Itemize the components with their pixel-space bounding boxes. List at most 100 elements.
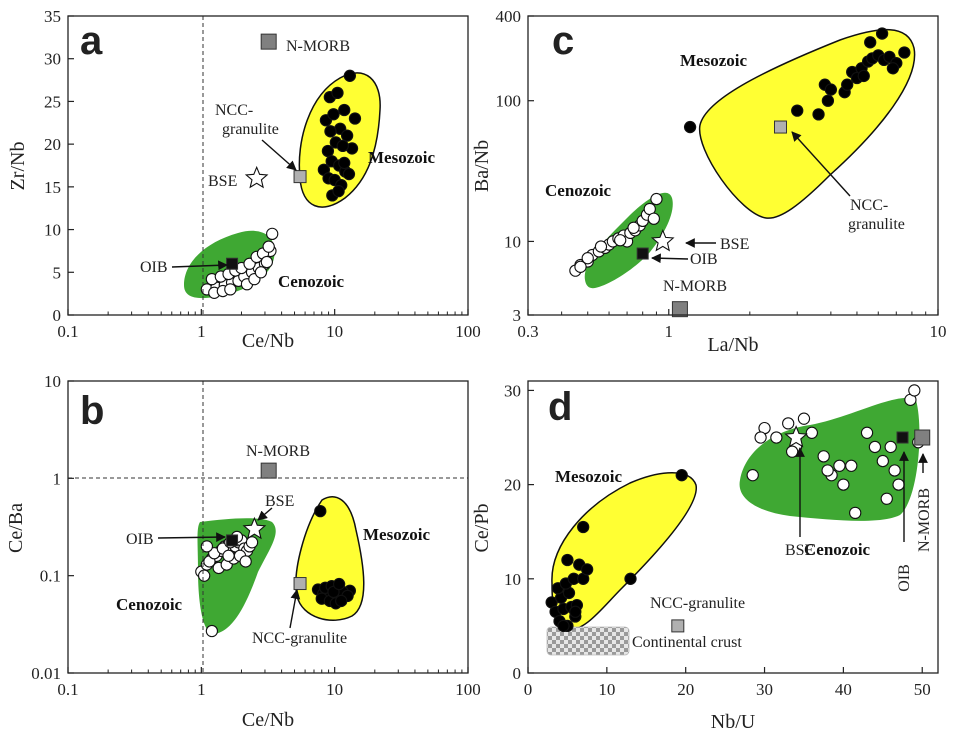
panel-a-point-mesozoic <box>348 112 362 125</box>
panel-d-point-mesozoic <box>675 469 688 482</box>
panel-c-ytick-label: 10 <box>504 232 521 251</box>
panel-b-arrow-bse <box>257 507 273 521</box>
panel-b-ytick-label: 0.01 <box>31 664 61 683</box>
panel-b-label-oib: OIB <box>126 531 154 548</box>
panel-d-marker-oib <box>896 431 909 444</box>
panel-c-point-mesozoic <box>898 46 911 59</box>
panel-b-point-mesozoic <box>335 594 348 608</box>
panel-d-letter: d <box>548 385 572 429</box>
panel-b-point-cenozoic <box>205 624 219 638</box>
panel-b-xtick-label: 10 <box>326 680 343 699</box>
panel-c-ytick-label: 3 <box>513 306 522 325</box>
panel-d-label-cenozoic: Cenozoic <box>804 540 871 559</box>
panel-d-point-cenozoic <box>746 469 759 482</box>
panel-d-point-cenozoic <box>782 417 795 430</box>
panel-b-frame <box>67 380 469 674</box>
panel-c-label-granulite-2: granulite <box>848 216 905 233</box>
panel-c-dots-mesozoic <box>683 27 911 134</box>
panel-c-ylabel: Ba/Nb <box>471 140 493 192</box>
panel-b-ytick-label: 0.1 <box>40 567 61 586</box>
panel-d-xtick-label: 30 <box>756 680 773 699</box>
panel-b-label-mesozoic: Mesozoic <box>363 525 430 544</box>
panel-d-point-cenozoic <box>868 440 882 454</box>
panel-d-xtick-label: 0 <box>524 680 533 699</box>
panel-d-dots-mesozoic <box>545 469 688 633</box>
panel-d-xlabel: Nb/U <box>711 711 756 733</box>
panel-b-point-cenozoic <box>239 555 252 568</box>
panel-c-frame <box>527 15 939 316</box>
panel-d-xtick-label: 20 <box>677 680 694 699</box>
panel-b-marker-oib <box>226 534 239 547</box>
panel-a-ticks: 0.1 1 10 100 0 5 10 15 20 25 30 35 <box>44 7 481 341</box>
panel-d: 0 10 20 30 40 50 0 10 20 30 d Nb/U Ce/Pb Mesozoic… <box>471 380 939 733</box>
panel-c-point-cenozoic <box>614 234 627 247</box>
continental-crust-field <box>546 626 630 656</box>
panel-a-point-cenozoic <box>266 227 279 240</box>
panel-a-marker-ncc-granulite <box>293 170 307 184</box>
panel-c-ytick-label: 100 <box>496 92 522 111</box>
panel-c-point-mesozoic <box>824 83 838 96</box>
panel-c-point-cenozoic <box>581 252 594 265</box>
panel-a-point-cenozoic <box>254 266 268 279</box>
panel-a-xtick-label: 1 <box>197 322 206 341</box>
panel-d-point-mesozoic <box>569 605 582 618</box>
panel-a-ytick-label: 35 <box>44 7 61 26</box>
panel-d-point-mesozoic <box>561 553 574 567</box>
panel-a-point-mesozoic <box>324 125 337 138</box>
panel-c-marker-oib <box>636 247 649 260</box>
panel-d-point-cenozoic <box>817 450 830 463</box>
panel-a-label-granulite: NCC- <box>215 102 253 119</box>
panel-a: 0.1 1 10 100 0 5 10 15 20 25 30 35 a Ce/Nb Zr/Nb Me… <box>7 7 481 352</box>
panel-b-xtick-label: 1 <box>197 680 206 699</box>
panel-a-ytick-label: 30 <box>44 50 61 69</box>
panel-d-point-mesozoic <box>624 572 637 585</box>
panel-c-point-mesozoic <box>886 62 900 75</box>
panel-c-references <box>636 120 787 318</box>
panel-b-ylabel: Ce/Ba <box>5 503 27 553</box>
panel-d-point-cenozoic <box>888 464 901 477</box>
panel-d-ytick-label: 0 <box>513 664 522 683</box>
panel-d-marker-n-morb <box>914 429 931 446</box>
panel-c-label-oib: OIB <box>690 251 718 268</box>
panel-c-ytick-label: 400 <box>496 7 522 26</box>
panel-c-label-mesozoic: Mesozoic <box>680 51 747 70</box>
panel-a-ytick-label: 25 <box>44 92 61 111</box>
panel-b-point-mesozoic <box>332 577 346 591</box>
panel-d-point-cenozoic <box>845 459 858 472</box>
panel-a-point-mesozoic <box>332 184 345 198</box>
panel-d-point-cenozoic <box>770 431 783 444</box>
panel-a-point-cenozoic <box>224 283 237 296</box>
panel-b-arrow-granulite <box>289 589 301 629</box>
panel-d-ytick-label: 30 <box>504 381 521 400</box>
panel-d-point-mesozoic <box>557 619 570 633</box>
panel-d-xtick-label: 40 <box>835 680 852 699</box>
panel-b-arrow-oib <box>157 532 226 543</box>
panel-a-marker-bse <box>244 165 269 189</box>
panel-c-point-cenozoic <box>594 240 608 253</box>
panel-c-marker-ncc-granulite <box>773 120 787 134</box>
panel-c-point-cenozoic <box>627 221 640 234</box>
panel-c-point-mesozoic <box>821 94 835 107</box>
panel-a-ytick-label: 10 <box>44 221 61 240</box>
panel-b-point-cenozoic <box>222 549 235 562</box>
panel-d-point-cenozoic <box>833 459 846 472</box>
panel-b-dots-mesozoic <box>311 505 357 610</box>
panel-a-references <box>226 33 307 270</box>
panel-a-ylabel: Zr/Nb <box>7 142 29 191</box>
panel-c-point-cenozoic <box>650 192 663 206</box>
panel-c-xlabel: La/Nb <box>707 334 758 356</box>
panel-c-xtick-label: 0.3 <box>517 322 538 341</box>
panel-b-marker-ncc-granulite <box>293 577 307 591</box>
panel-b-references <box>226 462 307 591</box>
panel-b-label-bse: BSE <box>265 493 294 510</box>
panel-b-point-cenozoic <box>198 569 211 582</box>
panel-c-dots-cenozoic <box>569 192 663 277</box>
panel-d-point-cenozoic <box>908 384 921 397</box>
panel-a-point-mesozoic <box>331 86 344 100</box>
panel-d-ytick-label: 20 <box>504 476 521 495</box>
panel-d-references <box>671 425 931 633</box>
panel-c-point-mesozoic <box>875 27 889 40</box>
